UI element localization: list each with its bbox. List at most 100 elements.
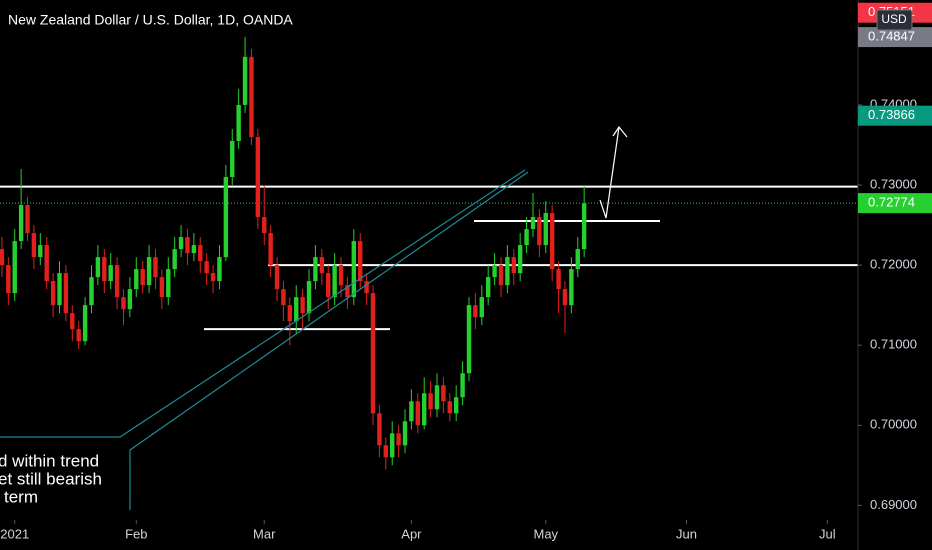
candle-body [447, 401, 452, 414]
price-tag-label: 0.72774 [868, 195, 915, 210]
price-tag-label: 0.73866 [868, 107, 915, 122]
candle-body [383, 445, 389, 458]
candle-body [18, 205, 24, 242]
candle-body [313, 257, 318, 282]
candle-body [409, 401, 414, 422]
x-tick-label: Mar [253, 526, 276, 541]
candle-body [415, 401, 421, 426]
candle-body [569, 269, 574, 306]
candle-body [351, 241, 357, 298]
candle-body [217, 257, 222, 282]
candle-body [44, 245, 49, 282]
candle-body [517, 245, 523, 274]
x-tick-label: 2021 [0, 526, 29, 541]
candle-body [0, 249, 5, 266]
candle-body [166, 269, 171, 298]
candle-body [473, 305, 478, 318]
candle-body [89, 277, 94, 306]
candle-body [12, 241, 17, 294]
candle-body [140, 269, 145, 286]
candle-body [581, 203, 587, 250]
candle-body [102, 257, 107, 282]
candle-body [31, 233, 37, 258]
chart-title: New Zealand Dollar / U.S. Dollar, 1D, OA… [8, 12, 293, 28]
x-tick-label: May [533, 526, 558, 541]
candle-body [159, 277, 165, 298]
trend-line [129, 171, 529, 510]
candle-body [249, 56, 254, 137]
arrow [599, 125, 628, 219]
candle-body [524, 229, 529, 246]
candle-body [268, 233, 273, 266]
y-tick-label: 0.70000 [870, 417, 917, 432]
plot [0, 36, 858, 470]
candle-body [178, 237, 184, 250]
candle-body [294, 297, 299, 322]
candle-body [390, 433, 395, 458]
candle-body [242, 56, 248, 105]
candle-body [230, 140, 235, 178]
candle-body [121, 297, 126, 310]
y-tick-label: 0.73000 [870, 176, 917, 191]
candle-body [38, 245, 43, 258]
currency-box [876, 9, 913, 31]
x-tick-label: Feb [125, 526, 147, 541]
candle-body [108, 265, 113, 282]
annotation: d within trend [0, 451, 99, 470]
candle-body [70, 313, 75, 330]
candle-body [223, 177, 229, 258]
x-tick-label: Apr [401, 526, 422, 541]
candle-body [338, 265, 344, 286]
candle-body [453, 397, 459, 414]
candle-body [492, 265, 497, 278]
candle-body [364, 281, 369, 294]
candle-body [530, 217, 536, 230]
x-tick-label: Jul [819, 526, 836, 541]
candle-body [281, 289, 286, 306]
currency-label: USD [881, 12, 907, 26]
candle-body [434, 385, 440, 410]
candle-body [498, 265, 504, 286]
candle-body [134, 269, 139, 290]
candle-body [441, 385, 446, 402]
candle-body [82, 305, 88, 342]
arrow-line [599, 126, 620, 219]
candle-body [204, 261, 209, 274]
candle-body [274, 265, 280, 290]
candle-body [210, 273, 216, 282]
candle-body [543, 213, 548, 246]
candle-body [358, 241, 363, 282]
candle-body [63, 273, 69, 314]
candle-body [306, 281, 312, 314]
candle-body [460, 373, 465, 398]
candle-body [25, 205, 30, 234]
candle-body [466, 305, 472, 374]
candle-body [57, 273, 62, 306]
price-tag [858, 27, 932, 48]
candle-body [255, 136, 261, 218]
candle-body [127, 289, 133, 310]
annotation: et still bearish [0, 469, 102, 488]
x-tick-label: Jun [676, 526, 697, 541]
candle-body [146, 257, 152, 286]
candle-body [575, 249, 580, 270]
candle-body [300, 297, 305, 314]
trend-drawing [0, 169, 529, 510]
candle-body [114, 265, 120, 298]
y-tick-label: 0.69000 [870, 497, 917, 512]
candle-body [185, 237, 190, 254]
candle-body [76, 329, 81, 342]
y-tick-label: 0.71000 [870, 337, 917, 352]
price-axis-labels: 0.690000.700000.710000.720000.730000.740… [858, 2, 932, 512]
candle-body [377, 413, 382, 446]
candle-body [485, 277, 491, 298]
candle-body [428, 393, 433, 410]
price-axis [858, 0, 932, 550]
y-tick-label: 0.72000 [870, 257, 917, 272]
candle-body [556, 269, 561, 290]
candle-body [95, 257, 101, 278]
candle-body [6, 265, 11, 294]
